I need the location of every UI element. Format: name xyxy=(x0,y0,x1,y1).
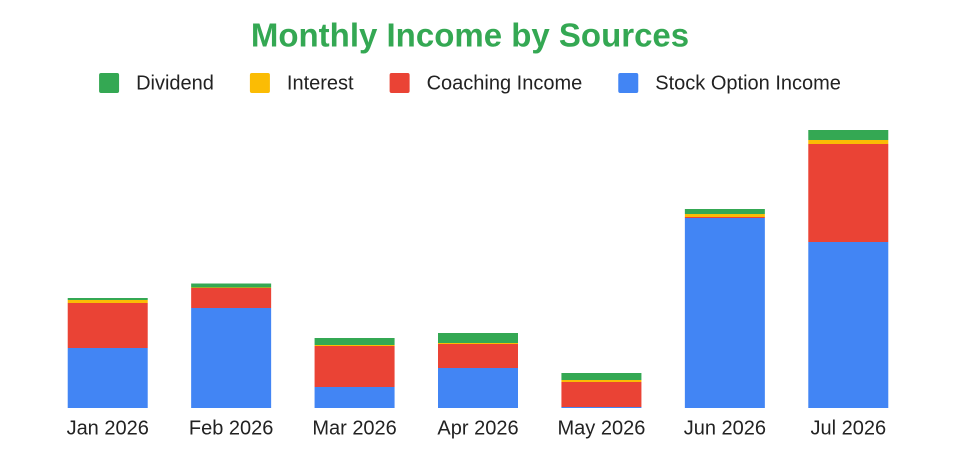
bar-segment xyxy=(561,382,642,407)
bar-segment xyxy=(314,345,395,346)
bar-segment xyxy=(191,283,272,288)
legend-swatch xyxy=(389,73,410,93)
bar-segment xyxy=(808,140,889,144)
legend-label: Dividend xyxy=(136,72,214,94)
bar-segment xyxy=(314,387,395,408)
bar-segment xyxy=(561,373,642,380)
x-tick-label: May 2026 xyxy=(558,417,646,439)
bar-segment xyxy=(808,130,889,140)
x-tick-label: Jul 2026 xyxy=(810,417,886,439)
legend-label: Interest xyxy=(287,72,354,94)
bar-segment xyxy=(561,380,642,382)
legend-label: Coaching Income xyxy=(427,72,583,94)
x-tick-label: Jan 2026 xyxy=(67,417,149,439)
bar-segment xyxy=(191,308,272,408)
bar-segment xyxy=(314,346,395,387)
bar-segment xyxy=(808,242,889,408)
legend-swatch xyxy=(618,73,639,93)
bar-segment xyxy=(67,303,148,348)
chart-title: Monthly Income by Sources xyxy=(251,17,689,54)
bar-segment xyxy=(561,407,642,408)
x-tick-label: Apr 2026 xyxy=(437,417,518,439)
bar-segment xyxy=(684,209,765,214)
legend-label: Stock Option Income xyxy=(655,72,841,94)
x-tick-label: Mar 2026 xyxy=(312,417,397,439)
bar-segment xyxy=(67,348,148,408)
bar-segment xyxy=(808,144,889,242)
bar-segment xyxy=(438,368,518,408)
bar-segment xyxy=(67,300,148,303)
bar-segment xyxy=(684,217,765,218)
bar-segment xyxy=(191,288,272,308)
legend-swatch xyxy=(99,73,120,93)
x-tick-label: Feb 2026 xyxy=(189,417,274,439)
bar-segment xyxy=(684,214,765,217)
bar-segment xyxy=(438,343,518,344)
bar-segment xyxy=(438,344,518,368)
bar-segment xyxy=(67,298,148,300)
bar-segment xyxy=(438,333,518,343)
x-tick-label: Jun 2026 xyxy=(684,417,766,439)
bar-segment xyxy=(684,218,765,408)
bar-segment xyxy=(191,287,272,288)
bar-segment xyxy=(314,338,395,345)
legend-swatch xyxy=(249,73,270,93)
